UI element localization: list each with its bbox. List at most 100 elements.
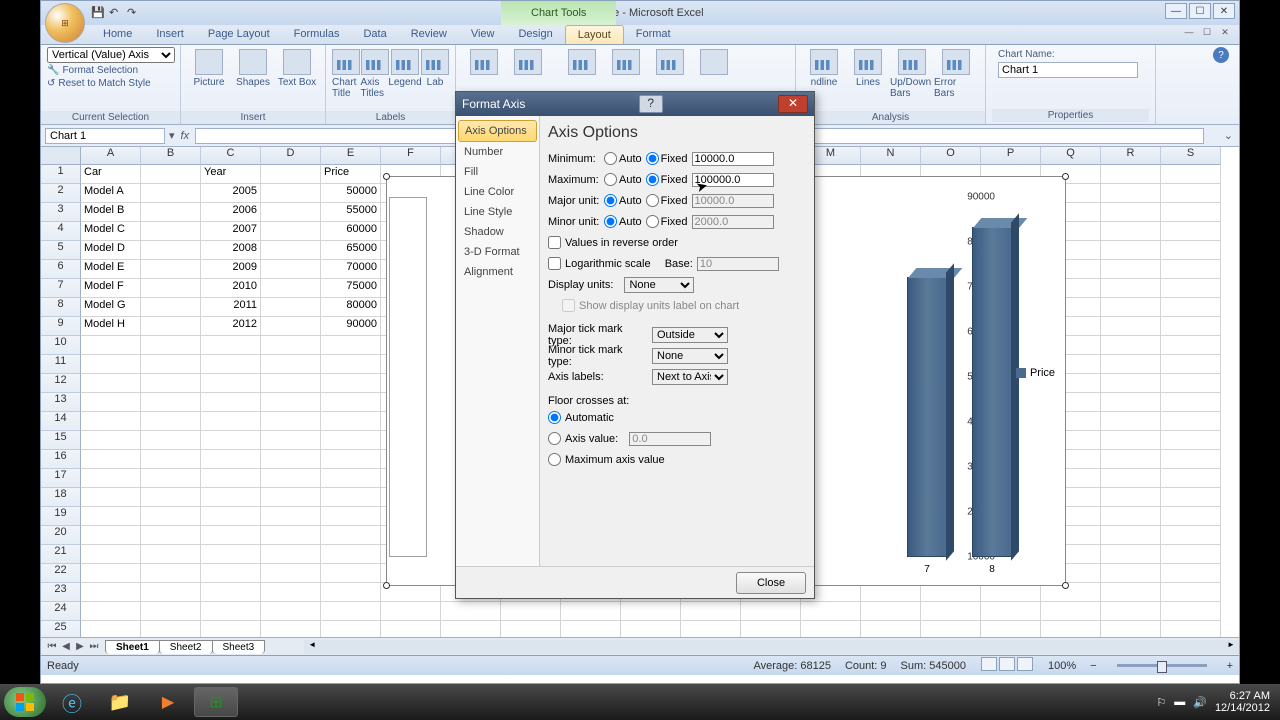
cell[interactable] xyxy=(261,374,321,393)
chart-floor-button[interactable] xyxy=(648,47,692,79)
cell[interactable] xyxy=(1161,583,1221,602)
cell[interactable] xyxy=(201,564,261,583)
cell[interactable] xyxy=(1101,507,1161,526)
plot-area-button[interactable] xyxy=(560,47,604,79)
axis-0-auto-radio[interactable] xyxy=(604,152,617,165)
cell[interactable] xyxy=(801,621,861,637)
cell[interactable] xyxy=(1161,412,1221,431)
axes-button[interactable] xyxy=(462,47,506,79)
cell[interactable] xyxy=(81,450,141,469)
cell[interactable]: Model F xyxy=(81,279,141,298)
row-header[interactable]: 24 xyxy=(41,602,81,621)
cell[interactable] xyxy=(321,450,381,469)
chart-handle[interactable] xyxy=(383,582,390,589)
cell[interactable] xyxy=(141,564,201,583)
cell[interactable] xyxy=(261,412,321,431)
cell[interactable] xyxy=(81,507,141,526)
cell[interactable] xyxy=(261,203,321,222)
ribbon-tab-design[interactable]: Design xyxy=(506,25,564,44)
cell[interactable] xyxy=(201,450,261,469)
axis-1-fixed-radio[interactable] xyxy=(646,173,659,186)
cell[interactable] xyxy=(681,621,741,637)
row-header[interactable]: 5 xyxy=(41,241,81,260)
cell[interactable] xyxy=(261,355,321,374)
ribbon-tab-view[interactable]: View xyxy=(459,25,507,44)
column-header[interactable]: C xyxy=(201,147,261,165)
trendline-button[interactable]: ndline xyxy=(802,47,846,90)
cell[interactable] xyxy=(1161,165,1221,184)
row-header[interactable]: 21 xyxy=(41,545,81,564)
dialog-side-item[interactable]: Line Color xyxy=(458,182,537,202)
column-header[interactable]: A xyxy=(81,147,141,165)
cell[interactable] xyxy=(1161,393,1221,412)
close-button[interactable]: Close xyxy=(736,572,806,594)
cell[interactable] xyxy=(141,621,201,637)
cell[interactable] xyxy=(1161,469,1221,488)
cell[interactable] xyxy=(1161,336,1221,355)
column-header[interactable]: R xyxy=(1101,147,1161,165)
zoom-in-icon[interactable]: + xyxy=(1227,660,1233,672)
fx-icon[interactable]: fx xyxy=(175,130,196,142)
sheet-tab[interactable]: Sheet1 xyxy=(105,640,160,654)
axis-3-value-input[interactable] xyxy=(692,215,774,229)
row-headers[interactable]: 1234567891011121314151617181920212223242… xyxy=(41,165,81,637)
ribbon-tab-insert[interactable]: Insert xyxy=(144,25,196,44)
cell[interactable] xyxy=(201,507,261,526)
sheet-tab[interactable]: Sheet2 xyxy=(159,640,213,654)
row-header[interactable]: 7 xyxy=(41,279,81,298)
cell[interactable] xyxy=(81,336,141,355)
cell[interactable]: Year xyxy=(201,165,261,184)
dialog-side-item[interactable]: Line Style xyxy=(458,202,537,222)
cell[interactable] xyxy=(321,412,381,431)
minimize-button[interactable]: — xyxy=(1165,3,1187,19)
cell[interactable] xyxy=(141,431,201,450)
maximize-button[interactable]: ☐ xyxy=(1189,3,1211,19)
cell[interactable] xyxy=(141,602,201,621)
cell[interactable] xyxy=(1161,545,1221,564)
cell[interactable] xyxy=(1161,222,1221,241)
cell[interactable] xyxy=(81,526,141,545)
cell[interactable] xyxy=(201,583,261,602)
cell[interactable] xyxy=(321,488,381,507)
cell[interactable] xyxy=(1101,488,1161,507)
cell[interactable] xyxy=(1161,184,1221,203)
cell[interactable] xyxy=(321,469,381,488)
cell[interactable] xyxy=(261,298,321,317)
cell[interactable] xyxy=(921,621,981,637)
cell[interactable] xyxy=(141,222,201,241)
cell[interactable] xyxy=(741,621,801,637)
cell[interactable]: 90000 xyxy=(321,317,381,336)
cell[interactable]: Model B xyxy=(81,203,141,222)
sheet-tab[interactable]: Sheet3 xyxy=(212,640,266,654)
floor-value-radio[interactable] xyxy=(548,432,561,445)
cell[interactable] xyxy=(981,621,1041,637)
dialog-side-item[interactable]: Shadow xyxy=(458,222,537,242)
axis-0-value-input[interactable] xyxy=(692,152,774,166)
explorer-icon[interactable]: 📁 xyxy=(98,687,142,717)
tray-network-icon[interactable]: ▬ xyxy=(1174,696,1185,708)
cell[interactable] xyxy=(621,602,681,621)
cell[interactable] xyxy=(741,602,801,621)
cell[interactable] xyxy=(1161,621,1221,637)
cell[interactable] xyxy=(321,583,381,602)
cell[interactable] xyxy=(321,602,381,621)
column-header[interactable]: N xyxy=(861,147,921,165)
cell[interactable] xyxy=(201,526,261,545)
cell[interactable] xyxy=(201,355,261,374)
cell[interactable] xyxy=(1161,298,1221,317)
cell[interactable]: Model H xyxy=(81,317,141,336)
axis-1-auto-radio[interactable] xyxy=(604,173,617,186)
cell[interactable] xyxy=(81,374,141,393)
cell[interactable]: 60000 xyxy=(321,222,381,241)
updown-bars-button[interactable]: Up/Down Bars xyxy=(890,47,934,101)
axis-0-fixed-radio[interactable] xyxy=(646,152,659,165)
cell[interactable] xyxy=(981,602,1041,621)
cell[interactable] xyxy=(141,450,201,469)
inner-minimize-button[interactable]: — xyxy=(1181,25,1197,39)
cell[interactable] xyxy=(261,222,321,241)
cell[interactable] xyxy=(81,488,141,507)
cell[interactable] xyxy=(1101,526,1161,545)
row-header[interactable]: 8 xyxy=(41,298,81,317)
start-button[interactable] xyxy=(4,687,46,717)
chart-wall-button[interactable] xyxy=(604,47,648,79)
